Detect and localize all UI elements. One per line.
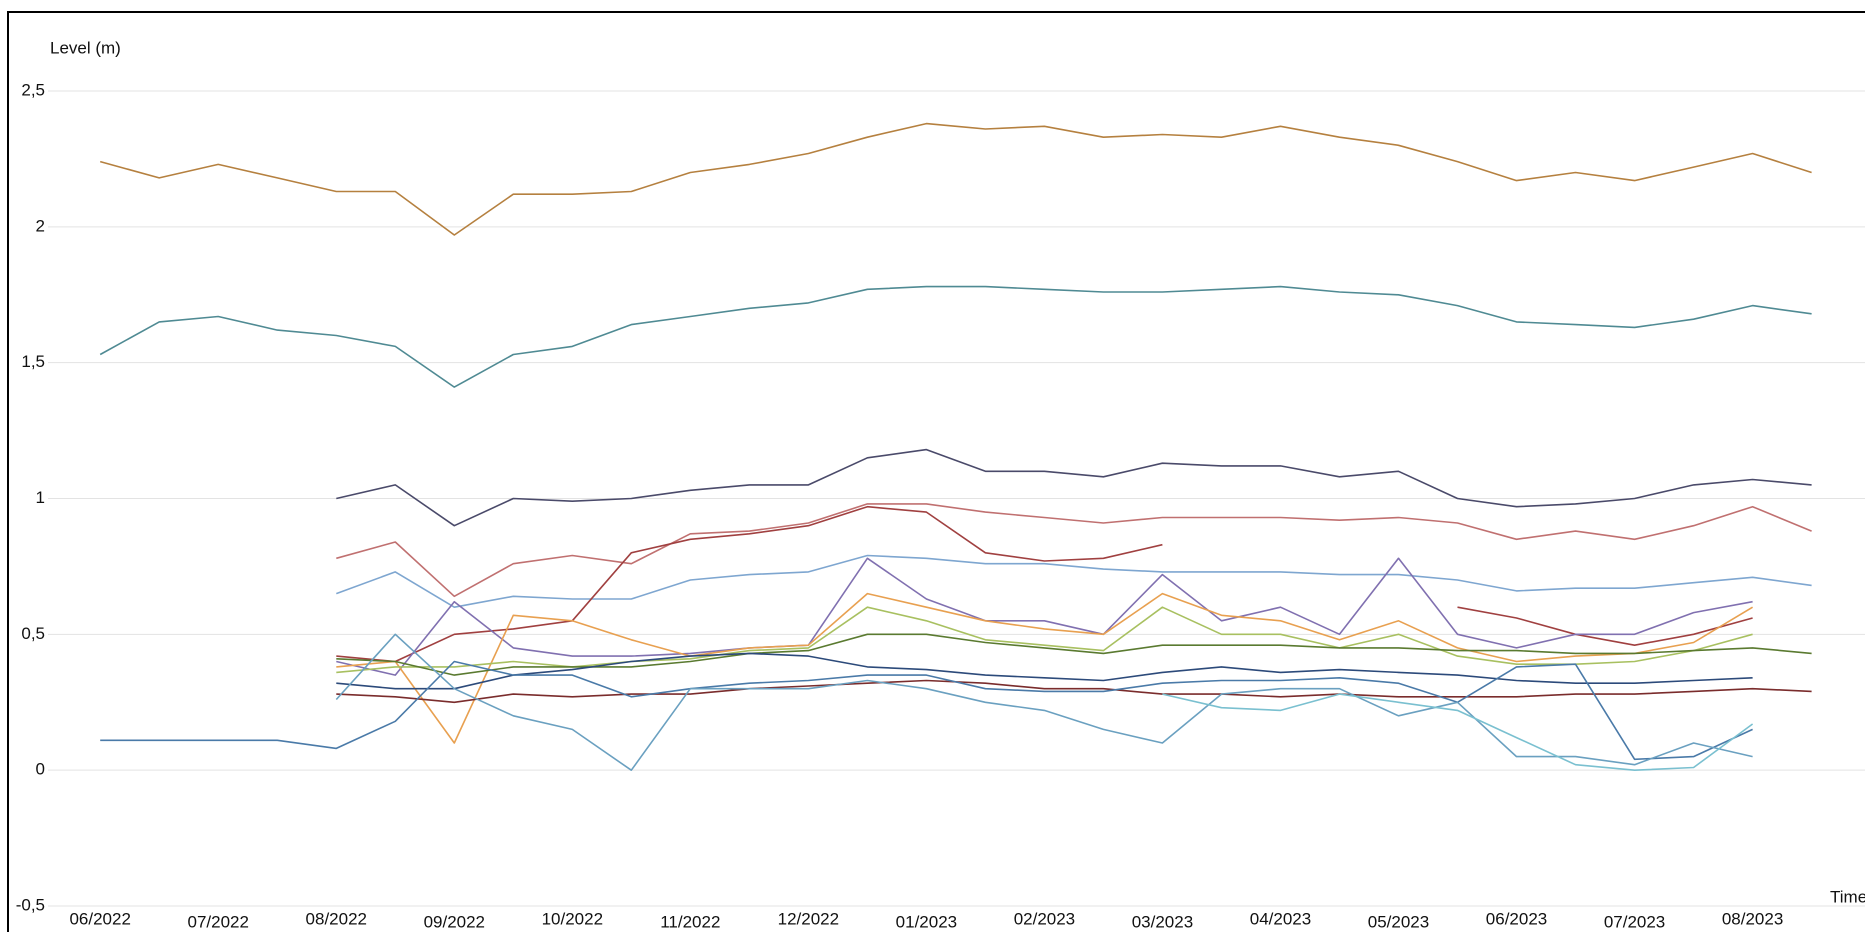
x-tick-label: 09/2022 xyxy=(424,912,485,931)
x-tick-label: 08/2023 xyxy=(1722,909,1783,928)
y-tick-label: 2 xyxy=(36,216,45,235)
y-tick-label: -0,5 xyxy=(16,895,45,914)
x-tick-label: 05/2023 xyxy=(1368,912,1429,931)
x-tick-label: 07/2022 xyxy=(188,912,249,931)
x-tick-label: 08/2022 xyxy=(306,909,367,928)
series-line xyxy=(336,652,1753,690)
x-tick-label: 12/2022 xyxy=(778,909,839,928)
y-axis-label: Level (m) xyxy=(50,38,121,57)
x-tick-label: 04/2023 xyxy=(1250,909,1311,928)
series-line xyxy=(336,557,1753,676)
y-tick-label: 0 xyxy=(36,760,45,779)
series-line xyxy=(336,606,1753,674)
series-line xyxy=(100,660,1753,761)
series-line xyxy=(336,592,1754,744)
series-line xyxy=(335,633,1753,771)
x-tick-label: 03/2023 xyxy=(1132,912,1193,931)
frame xyxy=(7,11,1865,932)
series-line xyxy=(336,505,1753,663)
x-tick-label: 07/2023 xyxy=(1604,912,1665,931)
series-line xyxy=(1162,693,1754,771)
x-axis-label: Time xyxy=(1830,887,1865,906)
series-line xyxy=(99,285,1812,388)
series-line xyxy=(336,679,1812,704)
series-line xyxy=(99,122,1812,236)
x-tick-label: 11/2022 xyxy=(660,912,720,931)
series-line xyxy=(336,633,1812,676)
y-tick-label: 1 xyxy=(36,488,45,507)
x-tick-label: 01/2023 xyxy=(896,912,957,931)
x-tick-label: 06/2023 xyxy=(1486,909,1547,928)
x-tick-label: 06/2022 xyxy=(69,909,130,928)
y-tick-label: 0,5 xyxy=(21,624,45,643)
series-line xyxy=(336,554,1812,608)
x-tick-label: 10/2022 xyxy=(542,909,603,928)
y-tick-label: 1,5 xyxy=(21,352,45,371)
x-tick-label: 02/2023 xyxy=(1014,909,1075,928)
series-line xyxy=(336,503,1812,598)
series-line xyxy=(336,448,1812,527)
y-tick-label: 2,5 xyxy=(21,80,45,99)
